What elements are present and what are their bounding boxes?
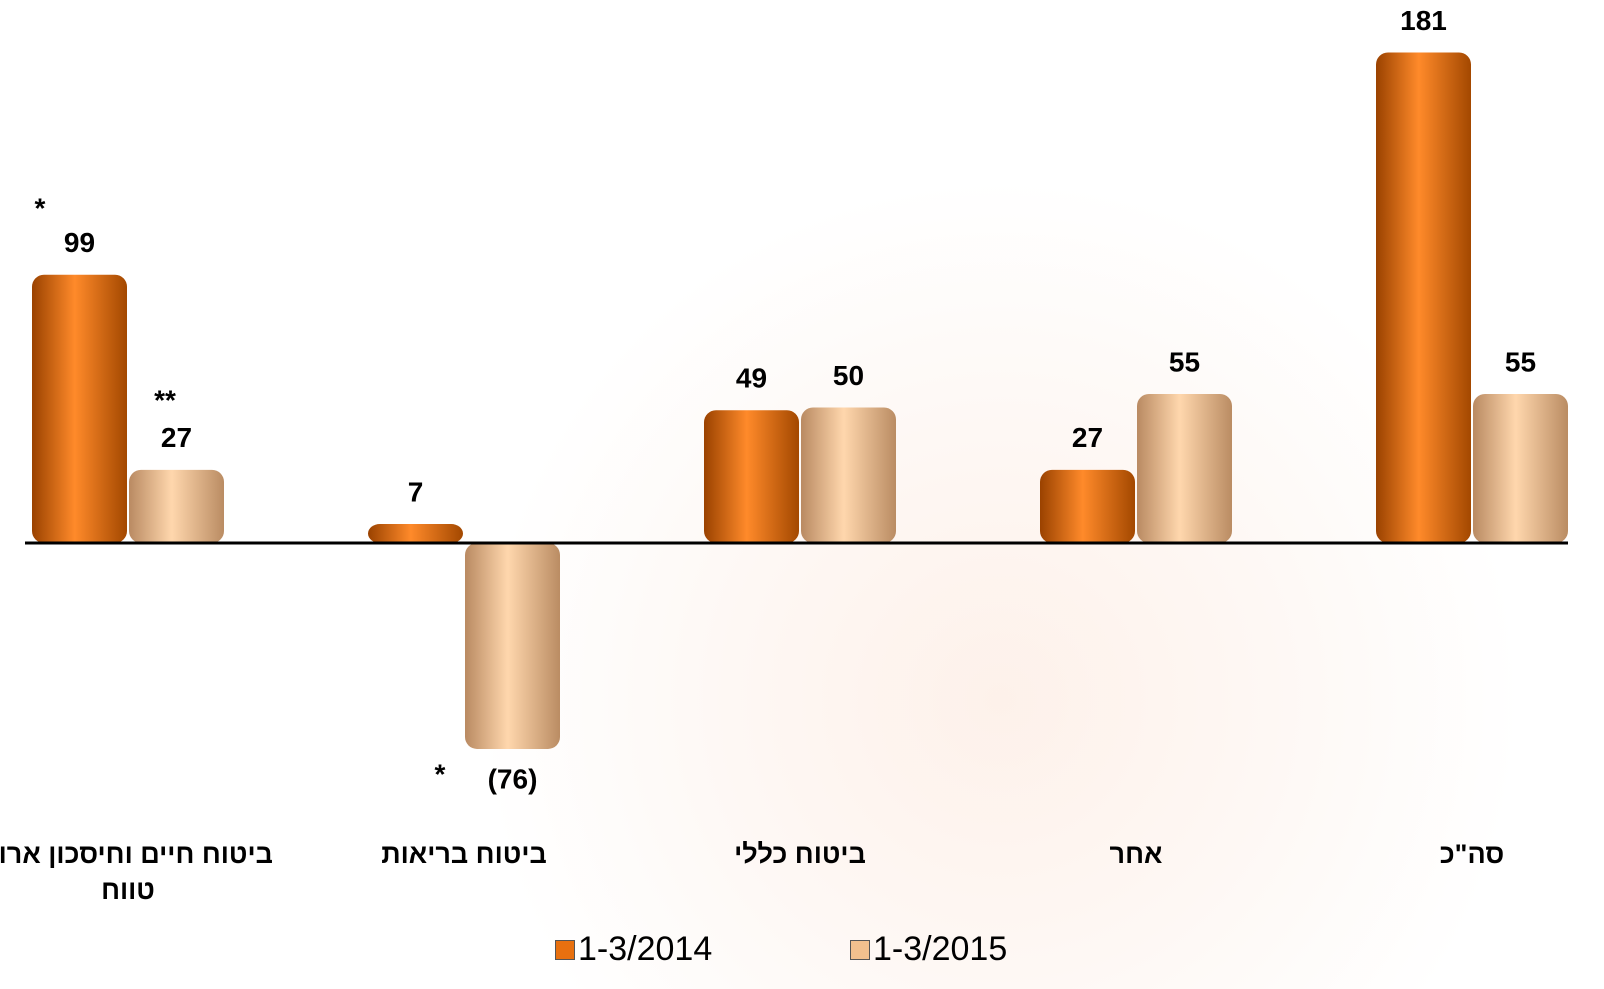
legend-item: 1-3/2014 [555,930,712,969]
value-label: (76) [488,763,538,794]
bar [465,543,560,749]
bar [1137,393,1232,543]
value-label: 49 [736,363,767,394]
x-tick-label: ביטוח בריאות [381,839,547,869]
bar [32,274,127,543]
annotation: ** [154,384,176,415]
value-label: 99 [64,227,95,258]
bar [368,524,463,543]
x-tick-label: ביטוח חיים וחיסכון ארוך טווח [0,839,273,905]
legend-item: 1-3/2015 [850,930,1007,969]
x-tick-label: סה"כ [1439,839,1505,869]
legend-swatch [850,939,870,960]
x-tick-label: ביטוח כללי [734,839,866,869]
legend-label: 1-3/2014 [578,930,713,968]
value-label: 55 [1505,346,1536,377]
x-tick-label: אחר [1109,839,1163,869]
value-label: 181 [1400,5,1447,36]
bar [1040,469,1135,543]
legend-label: 1-3/2015 [873,930,1008,968]
value-label: 50 [833,360,864,391]
bar [1376,52,1471,544]
bar [129,469,224,543]
bar [704,410,799,543]
legend-swatch [555,939,575,960]
value-label: 55 [1169,346,1200,377]
bar [1473,393,1568,543]
annotation: * [435,758,446,789]
value-label: 7 [408,476,424,507]
value-label: 27 [161,422,192,453]
annotation: * [35,192,46,223]
value-label: 27 [1072,422,1103,453]
bar [801,407,896,543]
